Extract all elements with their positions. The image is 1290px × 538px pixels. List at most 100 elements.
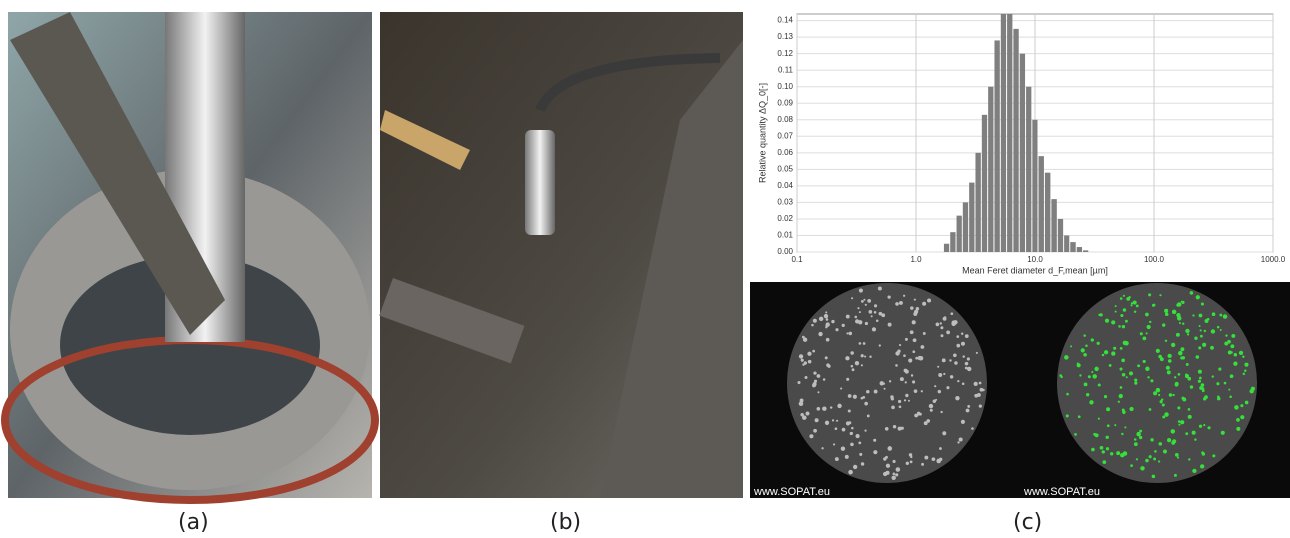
bar (950, 232, 955, 252)
particle (922, 302, 926, 306)
particle (846, 378, 849, 381)
particle (1124, 341, 1129, 346)
y-tick-label: 0.03 (777, 198, 793, 207)
y-tick-label: 0.02 (777, 214, 793, 223)
particle (905, 394, 908, 397)
particle (846, 332, 848, 334)
particle (859, 311, 861, 313)
particle (825, 311, 827, 313)
particle (924, 456, 928, 460)
bar (1020, 54, 1025, 252)
particle (959, 437, 963, 441)
particle (887, 446, 892, 451)
particle (864, 430, 866, 432)
particle (946, 386, 949, 389)
particle (852, 368, 855, 371)
particle (1083, 353, 1087, 357)
particle (1126, 297, 1130, 301)
particle (1104, 395, 1107, 398)
particle (940, 326, 943, 329)
particle (980, 388, 984, 392)
particle (855, 319, 859, 323)
particle (1122, 373, 1126, 377)
bar (1058, 219, 1063, 252)
particle (899, 344, 901, 346)
particle (963, 355, 965, 357)
particle (950, 312, 953, 315)
y-axis-title: Relative quantity ΔQ_0[-] (757, 83, 767, 183)
particle (1160, 357, 1164, 361)
particle (1210, 346, 1214, 350)
particle (961, 333, 963, 335)
particle (1182, 356, 1185, 359)
particle (1244, 370, 1246, 372)
y-tick-label: 0.13 (777, 32, 793, 41)
particle (943, 373, 945, 375)
particle (938, 373, 942, 377)
particle (885, 427, 889, 431)
particle (1243, 373, 1245, 375)
particle (1153, 391, 1157, 395)
particle (1109, 364, 1112, 367)
particle (1211, 329, 1215, 333)
particle (864, 402, 868, 406)
bar (994, 40, 999, 252)
particle (811, 324, 813, 326)
particle (799, 401, 804, 406)
particle (1180, 420, 1184, 424)
x-tick-label: 1000.0 (1261, 255, 1286, 264)
bar (957, 216, 962, 252)
particle (1120, 314, 1123, 317)
particle (1176, 333, 1180, 337)
particle (851, 297, 853, 299)
bar (1045, 173, 1050, 252)
particle (1120, 386, 1123, 389)
particle (817, 374, 821, 378)
particle (1121, 359, 1125, 363)
bar (944, 244, 949, 252)
particle (889, 380, 891, 382)
particle (1175, 453, 1179, 457)
particle (1134, 382, 1137, 385)
particle (912, 350, 915, 353)
histogram: 0.000.010.020.030.040.050.060.070.080.09… (777, 14, 1285, 264)
particle (965, 362, 969, 366)
particle (1221, 431, 1225, 435)
particle (862, 396, 865, 399)
particle (1115, 305, 1117, 307)
particle (1137, 364, 1140, 367)
particle (1134, 311, 1136, 313)
particle (1199, 386, 1203, 390)
particle (1230, 344, 1234, 348)
particle (1186, 363, 1189, 366)
particle (967, 405, 970, 408)
x-tick-label: 1.0 (910, 255, 922, 264)
particle (1181, 397, 1184, 400)
particle (1092, 374, 1097, 379)
particle (1245, 401, 1249, 405)
particle (1130, 304, 1132, 306)
particle (845, 356, 849, 360)
particle (848, 410, 851, 413)
particle (920, 345, 924, 349)
particle (1162, 403, 1165, 406)
particle (813, 319, 817, 323)
particle (822, 406, 826, 410)
particle (896, 467, 901, 472)
particle (819, 317, 823, 321)
particle (1129, 371, 1133, 375)
particle (1143, 360, 1146, 363)
particle (1229, 395, 1232, 398)
particle (876, 319, 879, 322)
particle (806, 411, 810, 415)
particle (797, 381, 800, 384)
particle (895, 351, 899, 355)
particle (1228, 350, 1232, 354)
particle (845, 455, 849, 459)
particle (1227, 340, 1231, 344)
particle (919, 413, 922, 416)
particle (1159, 294, 1161, 296)
particle (953, 353, 957, 357)
particle (814, 380, 817, 383)
particle (802, 363, 804, 365)
